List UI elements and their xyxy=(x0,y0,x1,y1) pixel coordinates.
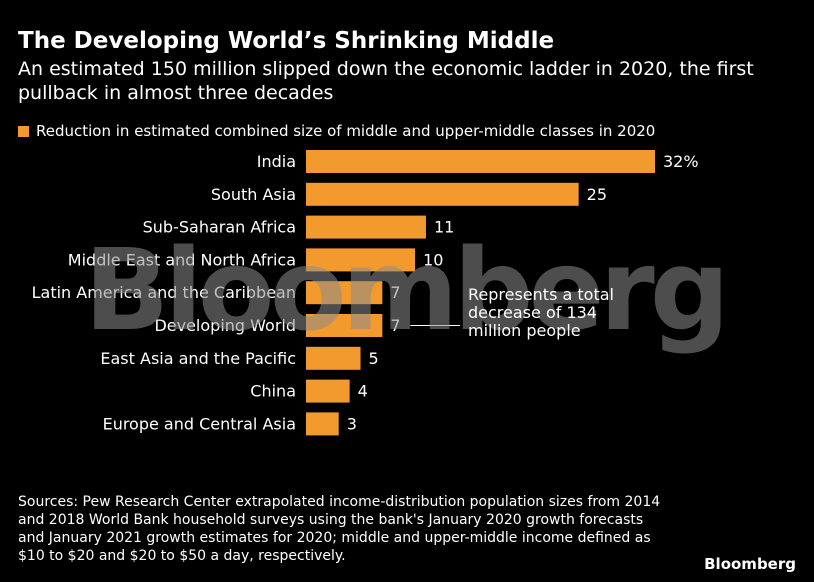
category-label: Developing World xyxy=(154,316,296,335)
bar xyxy=(306,379,350,403)
bloomberg-logo: Bloomberg xyxy=(704,555,796,573)
legend-swatch xyxy=(18,125,29,137)
category-label: South Asia xyxy=(211,185,296,204)
bar xyxy=(306,412,339,436)
category-label: India xyxy=(257,152,296,171)
value-label: 7 xyxy=(390,283,400,302)
category-label: China xyxy=(250,382,296,401)
legend-label: Reduction in estimated combined size of … xyxy=(36,122,656,140)
chart-legend: Reduction in estimated combined size of … xyxy=(18,122,655,140)
bar xyxy=(306,281,383,305)
value-label: 7 xyxy=(390,316,400,335)
value-label: 10 xyxy=(423,250,443,269)
annotation-text: Represents a total decrease of 134 milli… xyxy=(468,285,614,340)
bar xyxy=(306,346,361,370)
source-footnote: Sources: Pew Research Center extrapolate… xyxy=(18,494,661,564)
category-label: East Asia and the Pacific xyxy=(100,349,296,368)
bar xyxy=(306,314,383,337)
category-label: Europe and Central Asia xyxy=(103,414,296,433)
value-label: 25 xyxy=(587,185,607,204)
bar xyxy=(306,215,426,239)
bar xyxy=(306,182,579,206)
chart-title: The Developing World’s Shrinking Middle xyxy=(18,28,555,54)
value-label: 5 xyxy=(369,349,379,368)
value-label: 32% xyxy=(663,152,699,171)
bar-chart: India 32% South Asia 25 Sub-Saharan Africa 11… xyxy=(32,150,699,436)
bar xyxy=(306,150,655,173)
bar xyxy=(306,248,416,272)
category-label: Latin America and the Caribbean xyxy=(32,283,296,302)
value-label: 4 xyxy=(358,382,368,401)
chart-subtitle: An estimated 150 million slipped down th… xyxy=(18,58,754,104)
category-label: Sub-Saharan Africa xyxy=(143,218,296,237)
value-label: 3 xyxy=(347,414,357,433)
value-label: 11 xyxy=(434,218,454,237)
category-label: Middle East and North Africa xyxy=(68,250,296,269)
